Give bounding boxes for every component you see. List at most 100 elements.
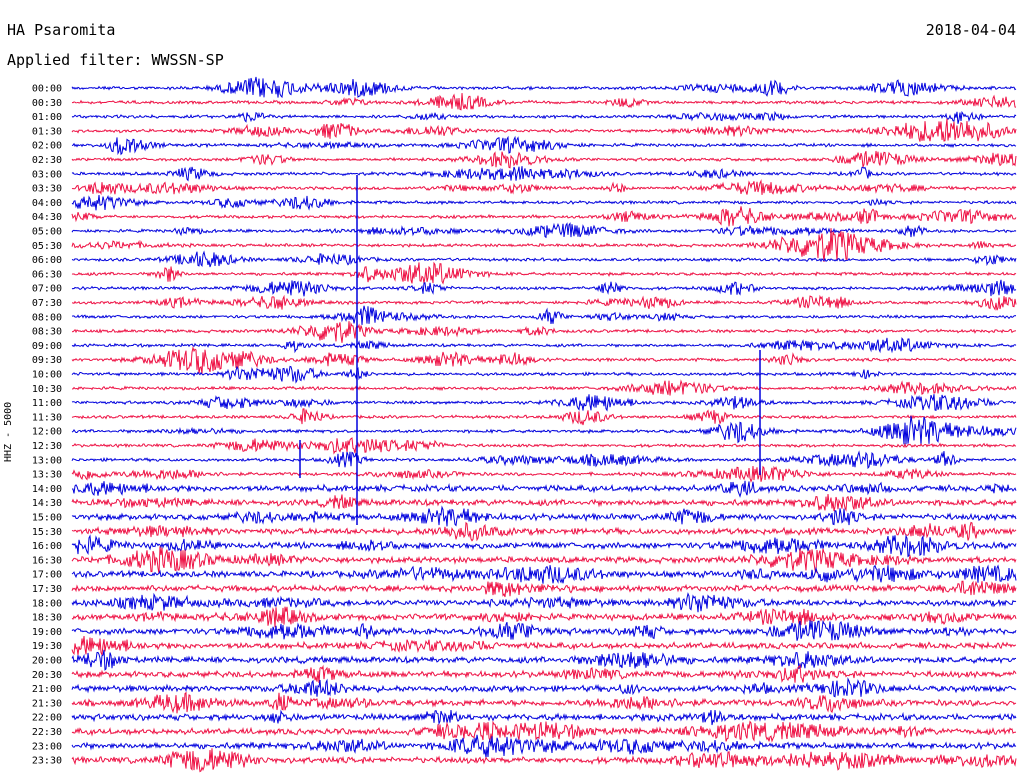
trace-row [71,748,1017,773]
trace-row [71,394,1017,412]
time-tick-label: 12:00 [32,427,62,438]
trace-row [71,408,1017,426]
trace-row [71,494,1017,512]
time-tick-label: 07:00 [32,284,62,295]
trace-row [71,305,1017,325]
trace-row [71,534,1017,558]
time-tick-label: 04:00 [32,198,62,209]
trace-row [71,677,1017,698]
trace-row [71,195,1017,211]
time-tick-label: 15:00 [32,513,62,524]
time-tick-label: 13:30 [32,470,62,481]
trace-row [71,118,1017,142]
trace-row [71,521,1017,542]
time-tick-label: 00:00 [32,84,62,95]
trace-row [71,261,1017,285]
time-tick-label: 19:00 [32,627,62,638]
time-tick-label: 18:00 [32,598,62,609]
trace-row [71,465,1017,483]
time-tick-label: 08:30 [32,327,62,338]
trace-row [71,415,1017,446]
time-tick-label: 16:00 [32,541,62,552]
time-tick-label: 20:30 [32,670,62,681]
time-tick-label: 12:30 [32,441,62,452]
time-tick-label: 05:00 [32,227,62,238]
trace-row [71,592,1017,613]
time-tick-label: 09:00 [32,341,62,352]
time-tick-label: 07:30 [32,298,62,309]
trace-row [71,150,1017,169]
time-tick-label: 10:00 [32,370,62,381]
time-tick-label: 19:30 [32,641,62,652]
time-tick-label: 13:00 [32,455,62,466]
time-tick-label: 03:30 [32,184,62,195]
filter-label: Applied filter: WWSSN-SP [7,51,224,69]
time-tick-label: 23:00 [32,741,62,752]
trace-row [71,76,1017,99]
time-tick-label: 09:30 [32,355,62,366]
time-tick-label: 01:30 [32,126,62,137]
time-tick-label: 14:30 [32,498,62,509]
trace-row [71,365,1017,384]
trace-row [71,580,1017,598]
time-tick-labels: 00:00 00:30 01:00 01:30 02:00 02:30 03:00 03:30… [32,84,62,767]
time-tick-label: 17:00 [32,570,62,581]
trace-row [71,228,1017,262]
trace-row [71,505,1017,527]
trace-row [72,294,1017,311]
time-tick-label: 05:30 [32,241,62,252]
time-tick-label: 22:30 [32,727,62,738]
time-tick-label: 06:30 [32,269,62,280]
time-tick-label: 16:30 [32,555,62,566]
trace-row [71,635,1017,657]
time-tick-label: 06:00 [32,255,62,266]
time-tick-label: 02:30 [32,155,62,166]
trace-row [71,279,1017,297]
time-tick-label: 04:30 [32,212,62,223]
date-label: 2018-04-04 [925,21,1016,39]
time-tick-label: 01:00 [32,112,62,123]
trace-row [71,691,1017,714]
station-title: HA Psaromita [7,21,116,39]
time-tick-label: 11:00 [32,398,62,409]
trace-row [71,321,1017,343]
trace-row [71,110,1017,124]
time-tick-label: 22:00 [32,713,62,724]
trace-row [72,480,1017,498]
time-tick-label: 14:00 [32,484,62,495]
time-tick-label: 15:30 [32,527,62,538]
time-tick-label: 20:00 [32,656,62,667]
trace-row [71,135,1017,156]
trace-row [71,734,1017,758]
time-tick-label: 21:00 [32,684,62,695]
time-tick-label: 00:30 [32,98,62,109]
time-tick-label: 21:30 [32,698,62,709]
time-tick-label: 17:30 [32,584,62,595]
time-tick-label: 10:30 [32,384,62,395]
trace-row [71,206,1017,227]
trace-row [71,564,1017,584]
time-tick-label: 18:30 [32,613,62,624]
trace-row [71,337,1017,354]
trace-row [71,709,1017,726]
trace-row [71,345,1016,375]
trace-row [71,379,1017,396]
trace-row [71,166,1017,182]
trace-row [71,619,1017,641]
trace-row [71,250,1017,268]
seismic-traces [71,76,1017,773]
trace-row [71,606,1017,628]
time-tick-label: 11:30 [32,412,62,423]
trace-row [71,546,1017,574]
time-tick-label: 02:00 [32,141,62,152]
trace-row [71,93,1017,111]
trace-row [71,649,1017,671]
trace-row [71,179,1017,196]
time-tick-label: 08:00 [32,312,62,323]
trace-row [71,222,1017,239]
trace-row [71,437,1017,455]
trace-row [71,720,1017,743]
time-tick-label: 23:30 [32,756,62,767]
